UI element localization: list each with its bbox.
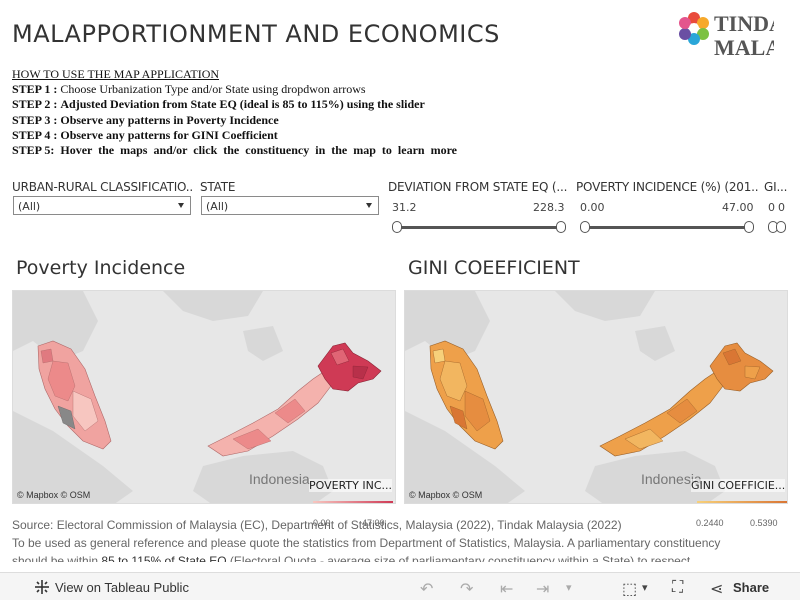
flower-logo-icon [679, 12, 709, 45]
share-icon[interactable]: ⋖ [710, 581, 724, 598]
poverty-map[interactable]: Indonesia © Mapbox © OSM POVERTY INC... [12, 290, 396, 504]
urban-dropdown[interactable]: (All) [13, 196, 191, 215]
instructions-heading: HOW TO USE THE MAP APPLICATION [12, 67, 220, 81]
deviation-max-value: 228.3 [533, 201, 565, 214]
poverty-slider-max-handle[interactable] [744, 221, 754, 233]
poverty-map-canvas[interactable]: Indonesia [13, 291, 396, 504]
poverty-filter-label: POVERTY INCIDENCE (%) (201... [576, 180, 758, 194]
deviation-filter-label: DEVIATION FROM STATE EQ (... [388, 180, 568, 194]
deviation-slider-track[interactable] [397, 226, 563, 229]
poverty-slider-min-handle[interactable] [580, 221, 590, 233]
page-title: MALAPPORTIONMENT AND ECONOMICS [12, 20, 500, 48]
gini-filter-label: GI... [764, 180, 788, 194]
deviation-slider-max-handle[interactable] [556, 221, 566, 233]
urban-dropdown-value: (All) [18, 200, 41, 213]
state-dropdown-value: (All) [206, 200, 229, 213]
poverty-legend-max: 47.00 [362, 518, 385, 528]
tindak-logo: TINDAK MALAYSIA [674, 8, 774, 62]
download-icon[interactable]: ⬚ [622, 581, 638, 598]
map-attribution[interactable]: © Mapbox © OSM [17, 490, 91, 500]
step-1: STEP 1 : Choose Urbanization Type and/or… [12, 82, 366, 97]
gini-min-value: 0 [768, 201, 775, 214]
state-filter-label: STATE [200, 180, 236, 194]
poverty-legend-min: 0.00 [313, 518, 331, 528]
view-on-tableau-link[interactable]: View on Tableau Public [55, 580, 189, 595]
poverty-slider-track[interactable] [585, 226, 751, 229]
step-5: STEP 5: Hover the maps and/or click the … [12, 143, 458, 158]
redo-icon[interactable]: ↷ [460, 581, 474, 598]
gini-map[interactable]: Indonesia © Mapbox © OSM GINI COEFFICIE.… [404, 290, 788, 504]
logo-text: TINDAK MALAYSIA [714, 11, 774, 60]
tableau-icon[interactable] [34, 579, 50, 595]
poverty-min-value: 0.00 [580, 201, 605, 214]
gini-map-title: GINI COEEFICIENT [408, 257, 580, 279]
indonesia-label: Indonesia [641, 471, 702, 487]
chevron-down-icon [178, 203, 184, 208]
indonesia-label: Indonesia [249, 471, 310, 487]
gini-legend-title: GINI COEFFICIE... [691, 479, 786, 492]
poverty-map-title: Poverty Incidence [16, 257, 186, 279]
step-3: STEP 3 : Observe any patterns in Poverty… [12, 112, 279, 127]
fullscreen-icon[interactable]: ⛶ [672, 579, 684, 596]
gini-legend-min: 0.2440 [696, 518, 724, 528]
step-2: STEP 2 : Adjusted Deviation from State E… [12, 97, 425, 112]
gini-map-canvas[interactable]: Indonesia [405, 291, 788, 504]
deviation-min-value: 31.2 [392, 201, 417, 214]
gini-max-value: 0 [778, 201, 785, 214]
undo-icon[interactable]: ↶ [420, 581, 434, 598]
map-attribution[interactable]: © Mapbox © OSM [409, 490, 483, 500]
poverty-max-value: 47.00 [722, 201, 754, 214]
chevron-down-icon[interactable]: ▾ [642, 582, 648, 594]
urban-filter-label: URBAN-RURAL CLASSIFICATIO... [12, 180, 194, 194]
poverty-legend-bar [313, 501, 393, 503]
deviation-slider-min-handle[interactable] [392, 221, 402, 233]
gini-slider-max-handle[interactable] [776, 221, 786, 233]
state-dropdown[interactable]: (All) [201, 196, 379, 215]
poverty-legend-title: POVERTY INC... [309, 479, 392, 492]
share-button[interactable]: Share [733, 580, 770, 595]
chevron-down-icon [366, 203, 372, 208]
instructions: HOW TO USE THE MAP APPLICATION STEP 1 : … [12, 67, 457, 158]
gini-legend-max: 0.5390 [750, 518, 778, 528]
gini-legend-bar [697, 501, 787, 503]
revert-icon[interactable]: ⇤ [500, 581, 514, 598]
source-note: Source: Electoral Commission of Malaysia… [12, 518, 721, 562]
refresh-icon[interactable]: ⇥ [536, 581, 550, 598]
step-4: STEP 4 : Observe any patterns for GINI C… [12, 127, 278, 142]
tableau-toolbar: View on Tableau Public ↶ ↷ ⇤ ⇥ ▾ ⬚ ▾ ⛶ ⋖… [0, 572, 800, 600]
chevron-down-icon[interactable]: ▾ [566, 582, 572, 594]
